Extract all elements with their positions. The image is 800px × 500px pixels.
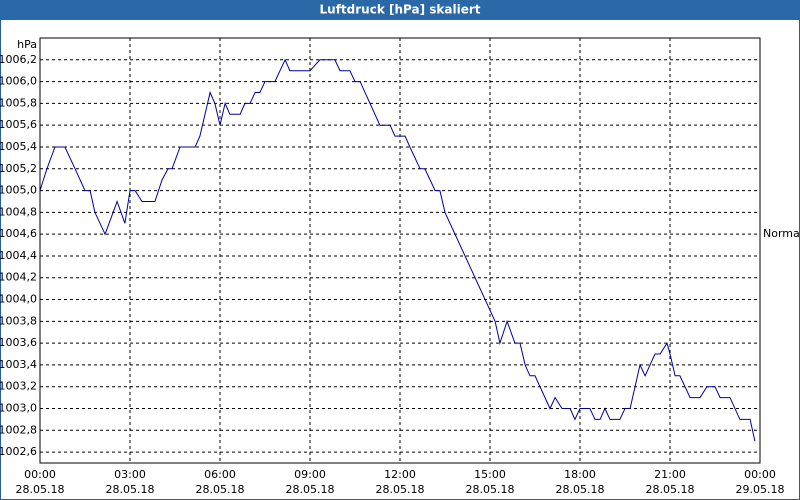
x-tick-label: 09:00	[294, 468, 326, 481]
x-tick-date: 28.05.18	[196, 483, 245, 496]
y-tick-label: 1005,8	[0, 96, 37, 109]
x-tick-label: 00:00	[744, 468, 776, 481]
x-tick-label: 12:00	[384, 468, 416, 481]
x-tick-label: 00:00	[24, 468, 56, 481]
x-tick-date: 28.05.18	[286, 483, 335, 496]
x-tick-date: 28.05.18	[376, 483, 425, 496]
x-tick-label: 06:00	[204, 468, 236, 481]
x-tick-date: 28.05.18	[646, 483, 695, 496]
data-line	[39, 58, 756, 442]
annotation: Normal	[763, 227, 800, 240]
y-tick-label: 1004,0	[0, 293, 37, 306]
y-tick-label: 1004,8	[0, 205, 37, 218]
y-tick-label: 1003,0	[0, 402, 37, 415]
y-tick-label: 1006,2	[0, 53, 37, 66]
x-tick-label: 15:00	[474, 468, 506, 481]
y-tick-label: 1005,0	[0, 184, 37, 197]
y-tick-label: 1005,2	[0, 162, 37, 175]
y-tick-label: 1005,6	[0, 118, 37, 131]
y-tick-label: 1003,6	[0, 336, 37, 349]
x-tick-label: 18:00	[564, 468, 596, 481]
x-tick-date: 29.05.18	[736, 483, 785, 496]
x-tick-date: 28.05.18	[556, 483, 605, 496]
y-tick-label: 1003,2	[0, 380, 37, 393]
x-tick-date: 28.05.18	[16, 483, 65, 496]
y-tick-label: 1003,8	[0, 314, 37, 327]
chart-title: Luftdruck [hPa] skaliert	[320, 3, 481, 17]
y-axis-label: hPa	[17, 38, 37, 51]
x-tick-date: 28.05.18	[106, 483, 155, 496]
x-tick-date: 28.05.18	[466, 483, 515, 496]
x-tick-label: 03:00	[114, 468, 146, 481]
y-tick-label: 1004,6	[0, 227, 37, 240]
y-tick-label: 1004,2	[0, 271, 37, 284]
y-tick-label: 1005,4	[0, 140, 37, 153]
y-tick-label: 1002,8	[0, 423, 37, 436]
y-tick-label: 1006,0	[0, 75, 37, 88]
x-tick-label: 21:00	[654, 468, 686, 481]
y-tick-label: 1004,4	[0, 249, 37, 262]
y-tick-label: 1002,6	[0, 445, 37, 458]
title-bar	[0, 0, 800, 20]
y-tick-label: 1003,4	[0, 358, 37, 371]
